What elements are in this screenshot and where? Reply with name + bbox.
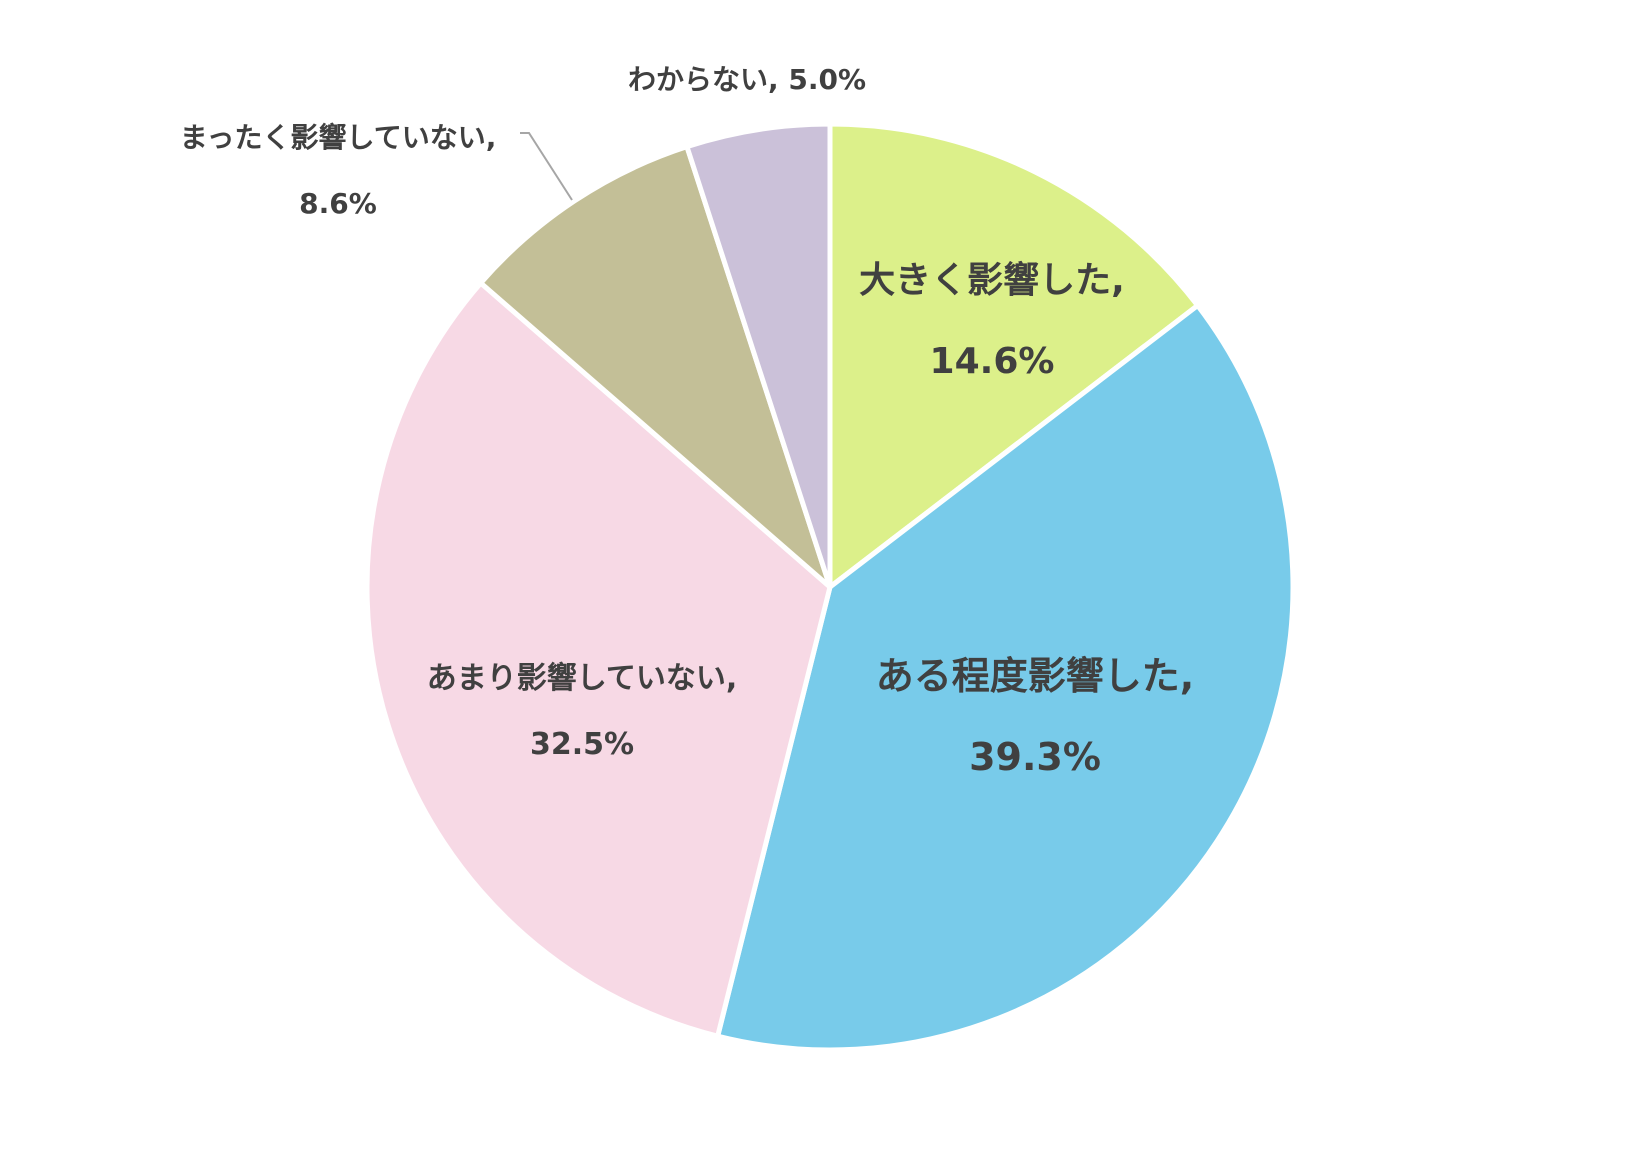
label-slice-0-name: 大きく影響した, [859,259,1125,301]
pie-slice-3 [478,144,833,590]
label-slice-1-name: ある程度影響した, [876,654,1194,698]
label-slice-0-value: 14.6% [930,341,1055,382]
pie-slice-1 [715,303,1296,1053]
pie-slices [364,121,1296,1053]
pie-slice-2 [364,280,833,1039]
label-slice-3-name: まったく影響していない, [180,121,497,154]
pie-slice-0 [827,121,1201,590]
pie-slice-4 [684,121,833,590]
label-slice-2-value: 32.5% [530,727,634,762]
label-slice-1-value: 39.3% [969,735,1101,779]
data-labels: 大きく影響した, 14.6% ある程度影響した, 39.3% あまり影響していな… [180,63,1195,779]
label-slice-2-name: あまり影響していない, [427,661,738,696]
label-slice-4: わからない, 5.0% [628,63,866,96]
leader-line-slice-3 [520,132,573,201]
label-slice-3-value: 8.6% [299,187,377,220]
